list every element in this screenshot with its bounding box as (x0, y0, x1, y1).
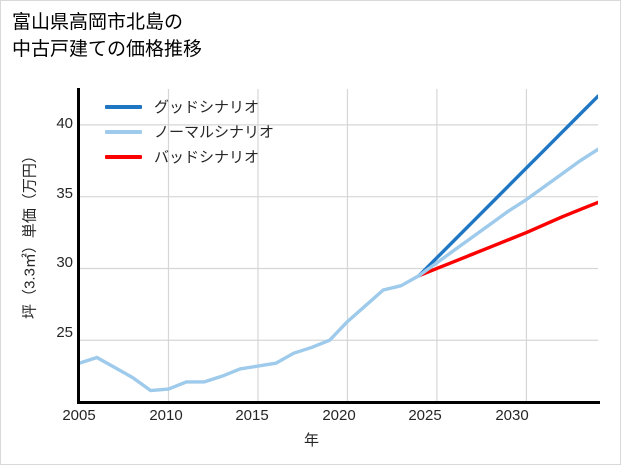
legend-item-normal[interactable]: ノーマルシナリオ (105, 119, 315, 144)
data-series-group (79, 94, 598, 393)
legend-item-good[interactable]: グッドシナリオ (105, 94, 315, 119)
x-tick-2015: 2015 (235, 407, 269, 424)
legend-swatch-normal-icon (105, 129, 142, 134)
legend-swatch-bad-icon (105, 154, 142, 159)
x-tick-2005: 2005 (62, 407, 96, 424)
legend-label-bad: バッドシナリオ (154, 149, 260, 166)
y-axis-tick-labels: 40 35 30 25 (27, 1, 73, 464)
x-tick-2020: 2020 (322, 407, 356, 424)
y-axis-spine (77, 88, 80, 404)
legend-label-good: グッドシナリオ (154, 99, 260, 116)
x-tick-2010: 2010 (149, 407, 183, 424)
y-tick-30: 30 (56, 254, 73, 271)
x-axis-spine (77, 401, 600, 404)
x-tick-2025: 2025 (408, 407, 442, 424)
x-tick-2030: 2030 (495, 407, 529, 424)
x-axis-label: 年 (303, 432, 319, 449)
series-line-バッドシナリオ (417, 200, 598, 278)
plot-svg (79, 89, 598, 402)
gridlines (79, 89, 598, 402)
legend-label-normal: ノーマルシナリオ (154, 124, 275, 141)
chart-legend: グッドシナリオ ノーマルシナリオ バッドシナリオ (105, 94, 315, 169)
legend-swatch-good-icon (105, 104, 142, 109)
y-tick-35: 35 (56, 185, 73, 202)
chart-title: 富山県高岡市北島の 中古戸建ての価格推移 (12, 12, 203, 60)
plot-area (79, 89, 598, 402)
legend-item-bad[interactable]: バッドシナリオ (105, 144, 315, 169)
series-line-ノーマルシナリオ (79, 147, 598, 393)
series-line-グッドシナリオ (417, 94, 598, 278)
y-tick-40: 40 (56, 115, 73, 132)
y-tick-25: 25 (56, 324, 73, 341)
